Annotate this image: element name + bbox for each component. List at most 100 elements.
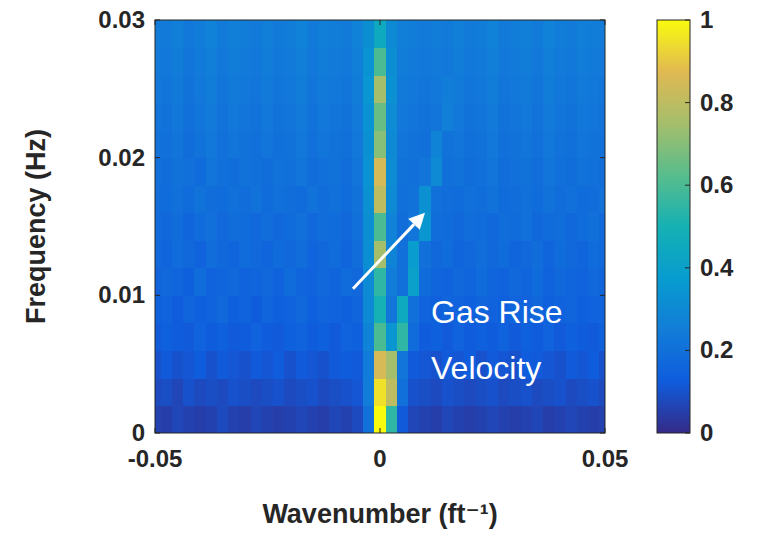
cell <box>374 268 386 296</box>
cell <box>341 350 353 378</box>
cell <box>262 130 274 158</box>
cell <box>363 405 375 433</box>
cell <box>172 75 184 103</box>
cell <box>307 48 319 76</box>
cell <box>194 48 206 76</box>
cell <box>543 185 555 213</box>
colorbar-tick <box>685 267 690 268</box>
cell <box>341 323 353 351</box>
cell <box>194 103 206 131</box>
cell <box>566 48 578 76</box>
colorbar-tick-label: 0.6 <box>700 171 733 198</box>
cell <box>386 213 398 241</box>
cell <box>588 405 600 433</box>
cell <box>251 130 263 158</box>
cell <box>476 130 488 158</box>
cell <box>408 323 420 351</box>
cell <box>408 185 420 213</box>
cell <box>251 103 263 131</box>
cell <box>183 130 195 158</box>
cell <box>498 20 510 48</box>
cell <box>284 213 296 241</box>
cell <box>577 405 589 433</box>
cell <box>284 350 296 378</box>
cell <box>352 378 364 406</box>
cell <box>419 350 431 378</box>
cell <box>464 103 476 131</box>
cell <box>318 75 330 103</box>
cell <box>172 295 184 323</box>
cell <box>155 75 161 103</box>
cell <box>599 103 605 131</box>
cell <box>363 295 375 323</box>
cell <box>329 75 341 103</box>
cell <box>206 295 218 323</box>
cell <box>397 48 409 76</box>
cell <box>296 350 308 378</box>
cell <box>352 20 364 48</box>
cell <box>228 268 240 296</box>
cell <box>521 75 533 103</box>
cell <box>566 130 578 158</box>
y-axis-title: Frequency (Hz) <box>21 129 51 324</box>
cell <box>262 268 274 296</box>
cell <box>183 185 195 213</box>
cell <box>453 158 465 186</box>
cell <box>397 323 409 351</box>
cell <box>194 158 206 186</box>
cell <box>352 185 364 213</box>
cell <box>307 213 319 241</box>
cell <box>296 20 308 48</box>
cell <box>386 295 398 323</box>
cell <box>352 213 364 241</box>
cell <box>554 103 566 131</box>
cell <box>217 213 229 241</box>
cell <box>386 20 398 48</box>
cell <box>296 158 308 186</box>
cell <box>251 48 263 76</box>
cell <box>397 130 409 158</box>
y-tick <box>600 433 605 434</box>
cell <box>487 405 499 433</box>
cell <box>284 20 296 48</box>
cell <box>307 378 319 406</box>
cell <box>251 75 263 103</box>
cell <box>284 268 296 296</box>
cell <box>352 75 364 103</box>
cell <box>206 323 218 351</box>
cell <box>363 323 375 351</box>
cell <box>363 130 375 158</box>
x-tick-label: 0.05 <box>582 445 629 472</box>
cell <box>307 268 319 296</box>
cell <box>194 378 206 406</box>
cell <box>588 268 600 296</box>
cell <box>476 20 488 48</box>
annotation: Gas RiseVelocity <box>431 294 563 386</box>
colorbar-tick <box>685 433 690 434</box>
colorbar-tick-label: 0.2 <box>700 336 733 363</box>
cell <box>588 240 600 268</box>
cell <box>206 350 218 378</box>
cell <box>543 350 555 378</box>
y-tick <box>155 157 160 158</box>
cell <box>206 268 218 296</box>
cell <box>239 20 251 48</box>
cell <box>476 405 488 433</box>
cell <box>498 185 510 213</box>
cell <box>262 350 274 378</box>
cell <box>431 268 443 296</box>
cell <box>251 268 263 296</box>
cell <box>588 213 600 241</box>
cell <box>206 20 218 48</box>
cell <box>161 130 173 158</box>
x-tick <box>380 20 381 25</box>
cell <box>464 405 476 433</box>
cell <box>172 268 184 296</box>
cell <box>566 240 578 268</box>
cell <box>239 323 251 351</box>
cell <box>206 213 218 241</box>
cell <box>577 48 589 76</box>
cell <box>498 130 510 158</box>
cell <box>217 350 229 378</box>
cell <box>341 185 353 213</box>
